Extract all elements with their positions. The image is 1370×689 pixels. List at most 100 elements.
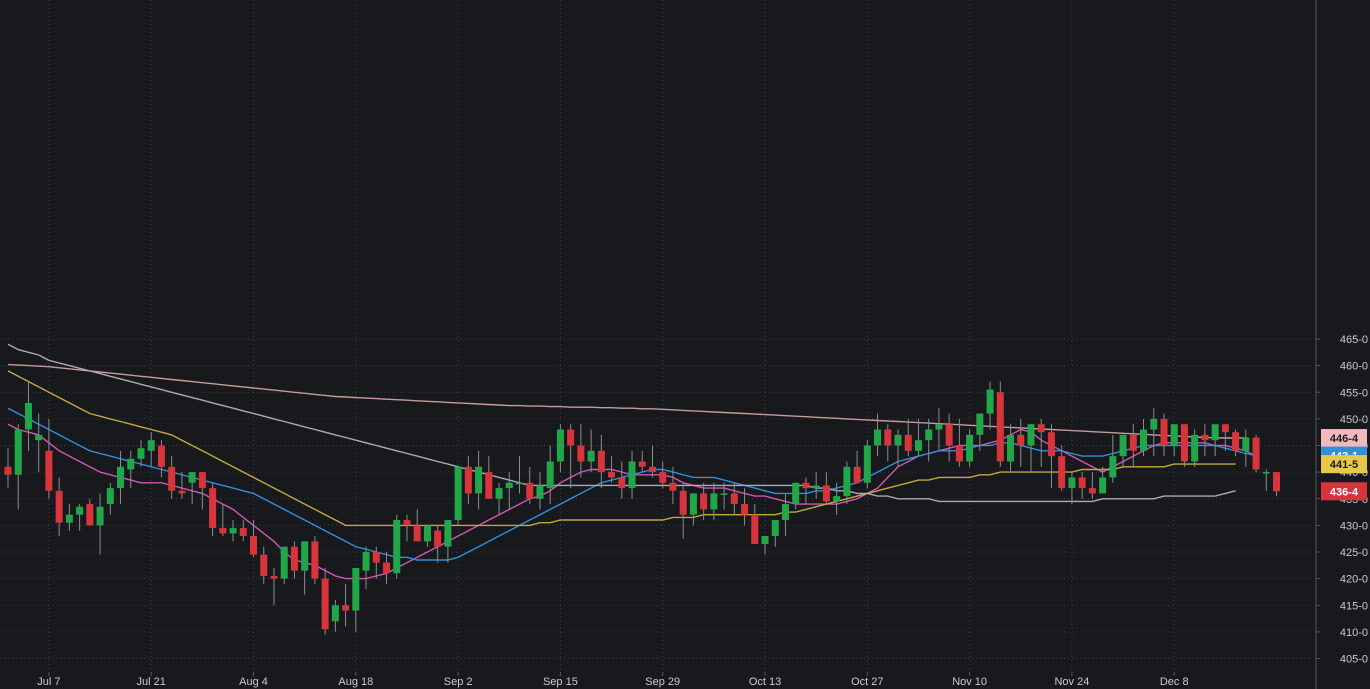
candle	[444, 520, 452, 563]
candle-body-down	[168, 466, 176, 491]
candle	[4, 448, 12, 489]
candle-body-down	[904, 434, 912, 451]
candle-body-down	[700, 493, 708, 510]
candle-body-up	[1007, 434, 1015, 462]
candle	[536, 472, 544, 510]
candle-body-up	[495, 488, 503, 499]
candle-body-up	[127, 458, 135, 470]
candle-body-down	[485, 472, 493, 499]
candle-body-down	[945, 424, 953, 446]
candle-body-up	[792, 482, 800, 505]
candle-body-down	[464, 466, 472, 494]
candle	[546, 445, 554, 505]
candle	[516, 456, 523, 494]
y-tick-label: 425-0	[1340, 547, 1368, 559]
candle	[178, 472, 186, 499]
candle-body-up	[976, 413, 984, 435]
candle	[352, 567, 360, 632]
candle	[608, 456, 616, 483]
candle	[792, 482, 800, 510]
candle-body-up	[935, 424, 943, 430]
candle	[505, 472, 513, 510]
candle-body-up	[1211, 424, 1219, 441]
candle-body-down	[1273, 472, 1281, 492]
price-tag-label: 436-4	[1330, 486, 1359, 498]
price-tag: 441-5	[1321, 455, 1367, 474]
candle-body-down	[434, 530, 442, 547]
candle-body-up	[556, 429, 564, 462]
candle-body-up	[863, 445, 871, 483]
candle-body-down	[372, 552, 380, 563]
candle-body-up	[546, 461, 554, 489]
candle	[362, 546, 370, 590]
candle-body-up	[720, 493, 728, 495]
candle	[904, 418, 912, 457]
candle	[321, 567, 329, 635]
candle	[945, 413, 953, 462]
candle	[65, 504, 73, 531]
candles	[4, 381, 1281, 635]
candle	[1109, 434, 1117, 483]
candle-body-down	[730, 493, 738, 505]
candle	[1119, 434, 1127, 467]
candle-body-down	[157, 445, 165, 467]
candle-body-up	[771, 520, 779, 537]
candle	[454, 466, 462, 526]
candle-body-down	[659, 472, 667, 483]
candle-body-up	[587, 450, 595, 462]
candle	[1180, 424, 1188, 467]
candle-body-down	[1201, 434, 1209, 441]
candle	[1099, 466, 1107, 494]
candle	[1047, 424, 1055, 489]
candle	[556, 424, 564, 473]
candle-body-down	[290, 546, 298, 571]
candle-body-up	[1170, 424, 1178, 446]
candle	[147, 432, 155, 467]
candle-body-up	[894, 434, 902, 446]
candle	[761, 536, 769, 555]
candle-body-up	[1119, 434, 1127, 457]
candle	[1037, 418, 1045, 467]
candle-body-down	[1160, 418, 1168, 446]
candle	[679, 482, 687, 539]
x-tick-label: Nov 10	[952, 676, 987, 688]
candle-body-down	[413, 525, 421, 542]
candle	[771, 520, 779, 547]
candle-body-up	[505, 482, 513, 489]
candle-body-down	[822, 485, 830, 502]
candle	[127, 450, 135, 489]
candle	[843, 461, 851, 505]
candle	[648, 445, 656, 478]
candle	[45, 418, 53, 499]
candle	[475, 450, 483, 510]
time-axis[interactable]: Jul 7 Jul 21 Aug 4 Aug 18 Sep 2 Sep 15 Sep 29 O…	[37, 672, 1189, 688]
candle	[955, 418, 963, 467]
price-tag-label: 441-5	[1330, 459, 1358, 471]
x-tick-label: Oct 27	[851, 676, 883, 688]
candle	[393, 514, 401, 579]
candle-body-up	[454, 466, 462, 521]
candle-body-down	[741, 504, 749, 515]
candle-body-up	[1262, 472, 1270, 474]
candle-body-down	[1232, 432, 1240, 451]
candle-body-up	[689, 493, 697, 515]
candle-body-down	[1058, 456, 1066, 489]
candle	[24, 381, 32, 451]
candle-body-up	[475, 466, 483, 494]
candle	[168, 456, 176, 499]
candle-body-up	[710, 493, 718, 510]
candle-body-down	[45, 450, 53, 491]
y-tick-label: 465-0	[1340, 334, 1368, 346]
candle	[188, 472, 196, 505]
candle-body-down	[270, 575, 278, 579]
candle	[301, 541, 309, 595]
candle	[618, 461, 626, 499]
candle	[659, 461, 667, 489]
candle	[209, 482, 217, 537]
candle	[403, 514, 411, 542]
candle	[1232, 429, 1240, 457]
x-tick-label: Jul 7	[37, 676, 60, 688]
candle-body-down	[311, 541, 319, 579]
